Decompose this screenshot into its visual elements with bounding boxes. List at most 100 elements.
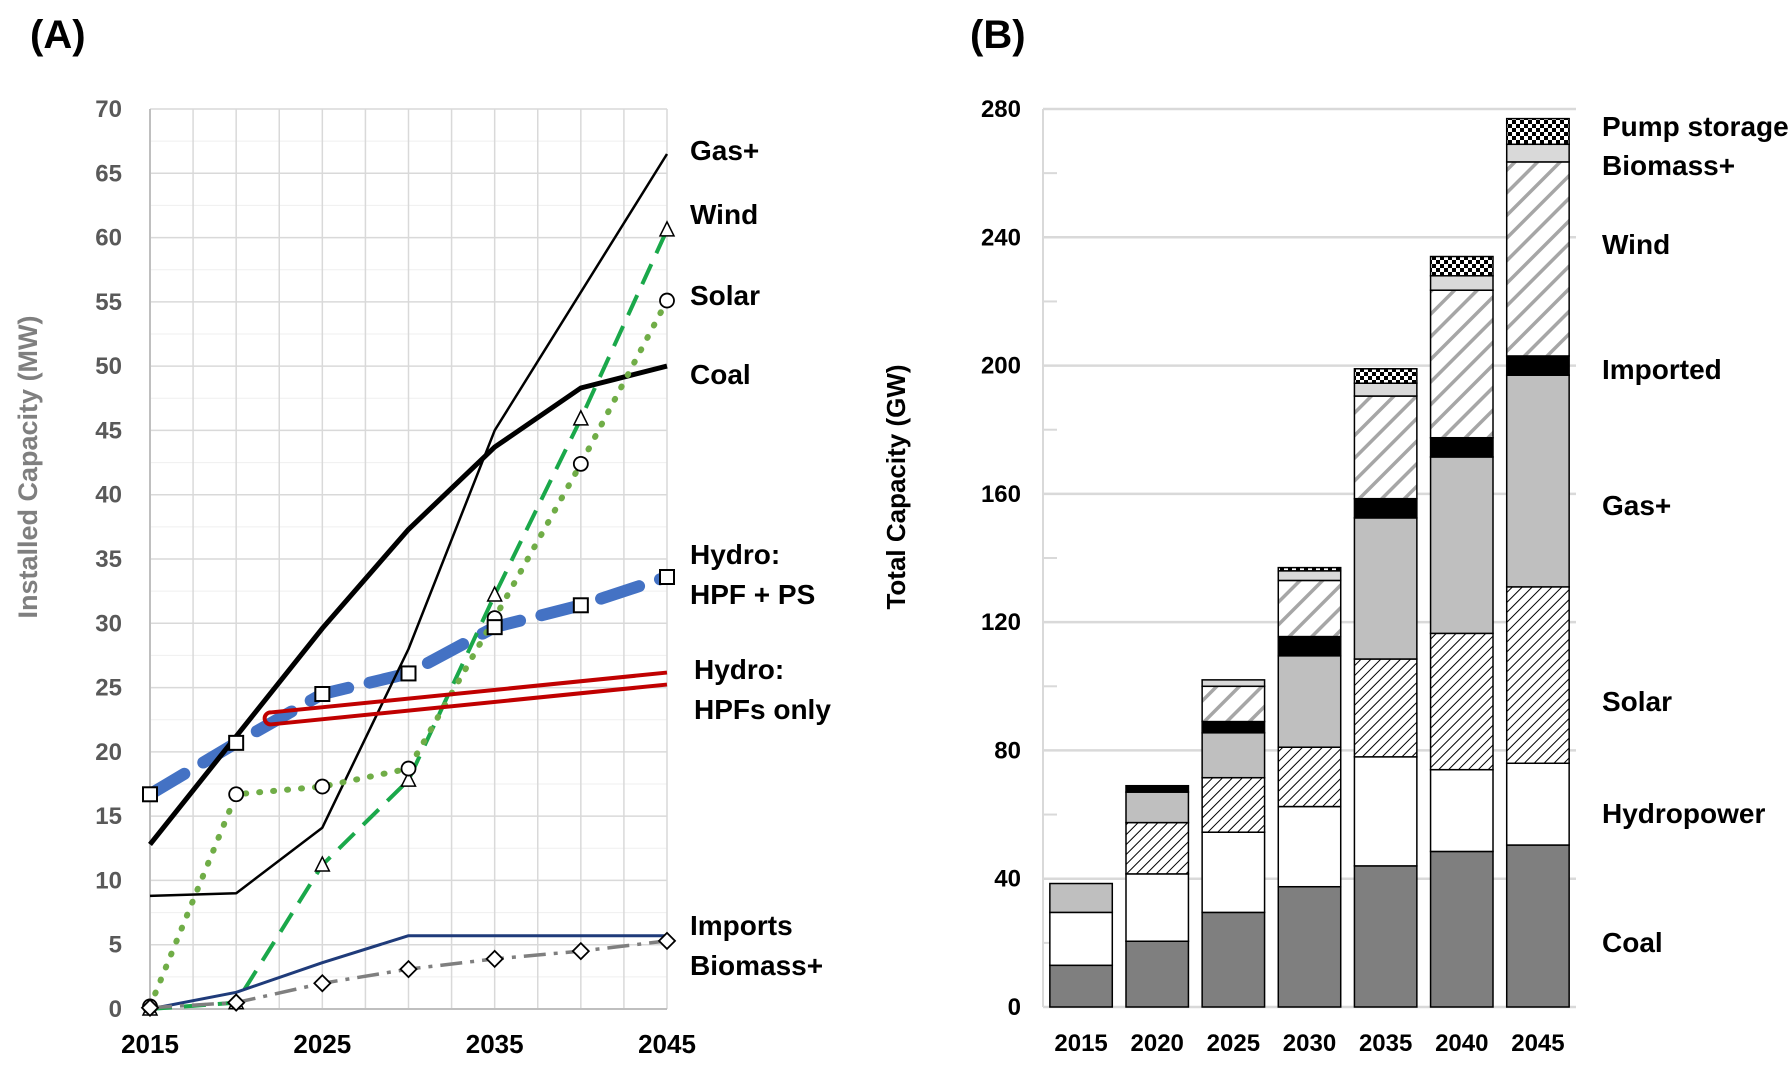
bar-segment-gas [1201,732,1266,779]
data-point-hydro-hpf-ps [486,619,503,636]
series-line-hydro-hpfs-only [262,670,668,727]
panel-b-x-tick-label: 2020 [1131,1030,1184,1057]
bar-segment-coal [1353,865,1418,1008]
data-point-solar [572,455,589,472]
data-point-hydro-hpf-ps [572,597,589,614]
data-point-biomass [313,974,332,993]
bar-segment-hydropower [1429,768,1494,853]
bar-segment-coal [1201,911,1266,1008]
bar-segment-wind [1429,289,1494,439]
panel-a-y-tick-label: 45 [95,417,122,444]
bar-segment-biomass [1505,143,1570,163]
series-label-coal: Coal [690,359,751,390]
panel-a-y-tick-label: 60 [95,225,122,252]
panel-b-y-tick-label: 120 [981,609,1021,636]
bar-segment-hydropower [1505,762,1570,846]
bar-segment-hydropower [1049,911,1114,967]
panel-b-y-tick-label: 160 [981,481,1021,508]
bar-segment-wind [1353,395,1418,500]
data-point-biomass [140,998,160,1017]
bar-segment-solar [1429,632,1494,771]
data-point-hydro-hpf-ps [400,665,417,682]
data-point-hydro-hpf-ps [228,734,245,751]
series-label-gas: Gas+ [690,135,759,166]
panel-b-y-tick-label: 0 [1008,994,1021,1021]
panel-b-y-tick-label: 80 [994,737,1021,764]
series-label-wind: Wind [690,199,758,230]
bar-segment-wind [1505,161,1570,357]
series-label-hydro-hpf-ps: Hydro: [690,539,780,570]
bar-segment-imported [1277,635,1342,657]
panel-a-y-tick-label: 0 [109,996,122,1023]
legend-label-biomass: Biomass+ [1602,150,1735,181]
bar-segment-hydropower [1353,756,1418,867]
bar-segment-gas [1505,374,1570,588]
bar-segment-gas [1429,456,1494,635]
panel-b: (B) 0 40 80 120 160 200 240 280 2015 2020 2025 203… [881,13,1789,1057]
bar-segment-biomass [1353,382,1418,397]
bar-segment-solar [1125,821,1190,875]
panel-b-label: (B) [970,13,1026,57]
data-point-biomass [399,959,418,979]
bar-segment-coal [1505,844,1570,1008]
bar-segment-hydropower [1125,873,1190,943]
panel-a-y-tick-label: 35 [95,546,122,573]
bar-segment-imported [1125,784,1190,793]
bar-segment-imported [1429,436,1494,458]
bar-segment-pump-storage [1505,117,1570,146]
panel-a-y-tick-label: 10 [95,867,122,894]
bar-segment-imported [1353,497,1418,519]
bar-segment-biomass [1201,679,1266,688]
panel-b-y-axis-label: Total Capacity (GW) [881,364,911,609]
panel-b-y-tick-label: 280 [981,96,1021,123]
bar-segment-gas [1277,655,1342,748]
bar-segment-gas [1353,517,1418,660]
data-point-biomass [226,993,246,1012]
data-point-wind [658,220,676,237]
panel-a-y-tick-label: 40 [95,482,122,509]
panel-b-y-ticks: 0 40 80 120 160 200 240 280 [981,96,1021,1021]
panel-a-y-tick-label: 20 [95,739,122,766]
bar-segment-coal [1277,885,1342,1008]
bar-segment-imported [1201,720,1266,734]
panel-a-series-labels: Gas+ Wind Solar Coal Hydro: HPF + PS Hydro: HPF… [690,135,831,981]
bar-segment-wind [1201,685,1266,723]
bar-segment-wind [1277,579,1342,638]
bar-segment-imported [1505,355,1570,376]
bar-segment-pump-storage [1429,255,1494,277]
bar-segment-hydropower [1277,805,1342,888]
panel-a-x-tick-label: 2035 [466,1029,524,1059]
series-label-hydro-hpfs-only: HPFs only [694,694,831,725]
data-point-solar [314,778,331,795]
legend-label-gas: Gas+ [1602,490,1671,521]
panel-a-y-tick-label: 55 [95,289,122,316]
panel-b-y-tick-label: 240 [981,224,1021,251]
data-point-solar [659,292,675,309]
data-point-hydro-hpf-ps [314,686,331,702]
bar-segment-biomass [1277,570,1342,582]
series-label-biomass: Biomass+ [690,950,823,981]
panel-b-x-tick-label: 2015 [1054,1030,1107,1057]
bar-segment-solar [1201,776,1266,833]
panel-a-x-ticks: 2015 2025 2035 2045 [121,1029,696,1059]
bar-segment-solar [1277,746,1342,808]
panel-a-x-tick-label: 2045 [638,1029,696,1059]
legend-label-wind: Wind [1602,229,1670,260]
data-point-wind [314,855,331,872]
panel-a-y-tick-label: 65 [95,160,122,187]
data-point-wind [400,770,417,787]
data-point-wind [572,409,590,426]
bar-segment-gas [1125,791,1190,824]
data-point-biomass [657,931,677,951]
panel-b-y-tick-label: 40 [994,866,1021,893]
data-point-biomass [571,941,591,961]
series-label-solar: Solar [690,280,760,311]
panel-a-label: (A) [30,13,86,57]
panel-a-x-tick-label: 2015 [121,1029,179,1059]
panel-a-y-tick-label: 15 [95,803,122,830]
bar-segment-gas [1049,882,1114,914]
series-label-hydro-hpfs-only: Hydro: [694,654,784,685]
panel-b-x-tick-label: 2035 [1359,1030,1412,1057]
